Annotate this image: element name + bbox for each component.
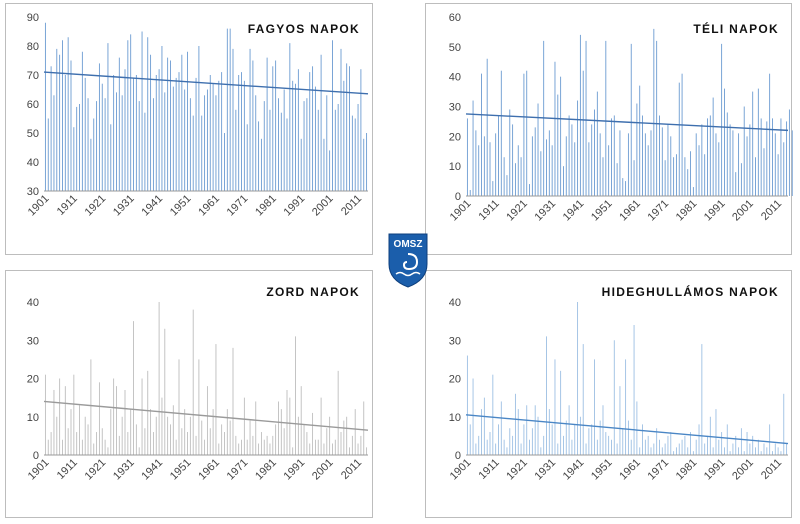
y-tick-label: 30	[449, 102, 461, 114]
x-tick-label: 1991	[702, 198, 728, 224]
x-tick-label: 1931	[532, 198, 558, 224]
logo-shield	[388, 233, 428, 288]
chart-title: HIDEGHULLÁMOS NAPOK	[601, 285, 779, 299]
y-tick-label: 50	[449, 42, 461, 54]
y-tick-label: 60	[449, 12, 461, 24]
chart-panel-zord: 0 10 20 30 40 1901 1911 1921 1931 1941 1951 1961 197…	[5, 270, 373, 518]
chart-title: TÉLI NAPOK	[693, 22, 779, 36]
y-tick-label: 30	[449, 335, 461, 347]
x-tick-label: 2001	[730, 457, 756, 483]
y-tick-label: 40	[449, 297, 461, 309]
y-tick-label: 20	[449, 374, 461, 386]
y-tick-label: 70	[27, 70, 39, 82]
y-tick-label: 0	[455, 191, 461, 203]
chart-hideghullamos: 0 10 20 30 40 1901 1911 1921 1931 1941 1951 1961 197…	[448, 297, 789, 483]
x-tick-label: 1991	[282, 457, 308, 483]
x-tick-label: 1901	[448, 198, 474, 224]
chart-panel-teli: 0 10 20 30 40 50 60 1901 1911 1921 1931 1941 1951 196…	[425, 3, 793, 255]
x-tick-label: 1951	[168, 457, 194, 483]
x-tick-label: 2011	[339, 193, 364, 218]
y-tick-label: 90	[27, 12, 39, 24]
x-tick-label: 1981	[674, 198, 700, 224]
y-tick-label: 0	[455, 450, 461, 462]
y-tick-label: 30	[27, 186, 39, 198]
chart-teli: 0 10 20 30 40 50 60 1901 1911 1921 1931 1941 1951 196…	[448, 12, 793, 224]
trend-line	[43, 400, 369, 431]
y-tick-label: 10	[27, 412, 39, 424]
y-tick-label: 10	[449, 161, 461, 173]
chart-panel-fagyos: 30 40 50 60 70 80 90 1901 1911 1921 1931 1941 1951 19…	[5, 3, 373, 255]
y-tick-label: 60	[27, 99, 39, 111]
x-tick-label: 1941	[561, 198, 587, 224]
x-tick-label: 1961	[617, 457, 643, 483]
x-tick-label: 1971	[225, 457, 251, 483]
x-tick-label: 1971	[645, 457, 671, 483]
x-tick-label: 1971	[225, 193, 251, 219]
y-tick-label: 30	[27, 335, 39, 347]
y-tick-label: 40	[27, 157, 39, 169]
x-tick-label: 1991	[282, 193, 308, 219]
y-tick-label: 50	[27, 128, 39, 140]
trend-line	[43, 71, 369, 95]
trend-line	[465, 113, 789, 132]
x-tick-label: 1961	[617, 198, 643, 224]
x-tick-label: 1971	[645, 198, 671, 224]
x-tick-label: 1911	[55, 193, 80, 218]
x-tick-label: 2001	[310, 193, 336, 219]
x-tick-label: 2001	[310, 457, 336, 483]
x-tick-label: 1961	[196, 193, 222, 219]
x-tick-label: 1921	[504, 198, 530, 224]
x-tick-label: 2011	[759, 457, 784, 482]
x-tick-label: 1941	[139, 457, 165, 483]
x-tick-label: 1921	[83, 457, 109, 483]
y-tick-label: 80	[27, 41, 39, 53]
chart-title: ZORD NAPOK	[266, 285, 360, 299]
x-tick-label: 2001	[730, 198, 756, 224]
y-tick-label: 40	[449, 72, 461, 84]
x-tick-label: 2011	[339, 457, 364, 482]
logo-swirl-icon	[402, 253, 419, 271]
x-tick-label: 1921	[504, 457, 530, 483]
chart-panel-hideghullamos: 0 10 20 30 40 1901 1911 1921 1931 1941 1951 1961 197…	[425, 270, 792, 518]
x-tick-label: 1901	[26, 457, 52, 483]
x-tick-label: 1981	[674, 457, 700, 483]
x-tick-label: 1921	[83, 193, 109, 219]
x-tick-label: 1991	[702, 457, 728, 483]
x-tick-label: 1951	[168, 193, 194, 219]
x-tick-label: 1931	[111, 457, 137, 483]
x-tick-label: 1911	[477, 198, 502, 223]
x-tick-label: 1931	[532, 457, 558, 483]
y-tick-label: 20	[27, 374, 39, 386]
x-tick-label: 1941	[139, 193, 165, 219]
x-tick-label: 1911	[55, 457, 80, 482]
y-tick-label: 40	[27, 297, 39, 309]
x-tick-label: 1941	[561, 457, 587, 483]
x-tick-label: 1951	[589, 198, 615, 224]
x-tick-label: 1961	[196, 457, 222, 483]
logo-text: OMSZ	[394, 239, 423, 250]
omsz-logo: OMSZ	[388, 233, 428, 288]
logo-wave-icon	[395, 271, 421, 277]
trend-line	[465, 414, 789, 445]
x-tick-label: 1901	[448, 457, 474, 483]
y-tick-label: 0	[33, 450, 39, 462]
x-tick-label: 1981	[253, 457, 279, 483]
x-tick-label: 1911	[477, 457, 502, 482]
chart-zord: 0 10 20 30 40 1901 1911 1921 1931 1941 1951 1961 197…	[26, 297, 369, 483]
chart-title: FAGYOS NAPOK	[247, 22, 360, 36]
y-tick-label: 10	[449, 412, 461, 424]
x-tick-label: 1951	[589, 457, 615, 483]
x-tick-label: 1981	[253, 193, 279, 219]
y-tick-label: 20	[449, 131, 461, 143]
x-tick-label: 1931	[111, 193, 137, 219]
x-tick-label: 2011	[759, 198, 784, 223]
